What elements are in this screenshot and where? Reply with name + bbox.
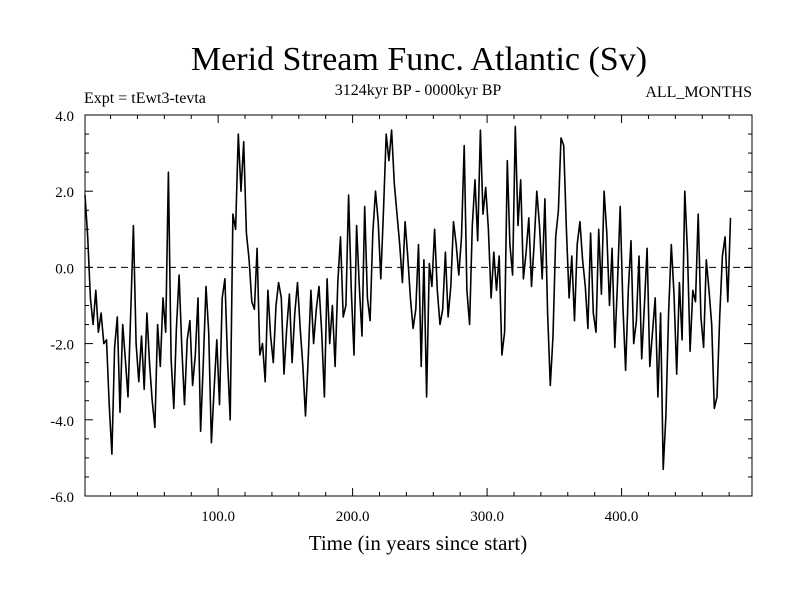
y-tick-label: -4.0 [50, 414, 74, 430]
y-tick-label: -2.0 [50, 338, 74, 354]
x-tick-label: 200.0 [336, 509, 370, 525]
y-tick-label: -6.0 [50, 490, 74, 506]
series-line [84, 125, 732, 471]
plot-frame [84, 114, 753, 497]
x-tick-label: 100.0 [201, 509, 235, 525]
x-tick-label: 400.0 [605, 509, 639, 525]
x-axis-label: Time (in years since start) [309, 531, 528, 555]
x-tick-label: 300.0 [470, 509, 504, 525]
y-tick-label: 0.0 [55, 261, 74, 277]
y-tick-label: 4.0 [55, 109, 74, 125]
chart-subtitle-center: 3124kyr BP - 0000kyr BP [335, 82, 502, 99]
chart-subtitle-left: Expt = tEwt3-tevta [84, 90, 206, 107]
chart-subtitle-right: ALL_MONTHS [645, 84, 752, 101]
chart-title: Merid Stream Func. Atlantic (Sv) [191, 41, 647, 78]
y-tick-label: 2.0 [55, 185, 74, 201]
